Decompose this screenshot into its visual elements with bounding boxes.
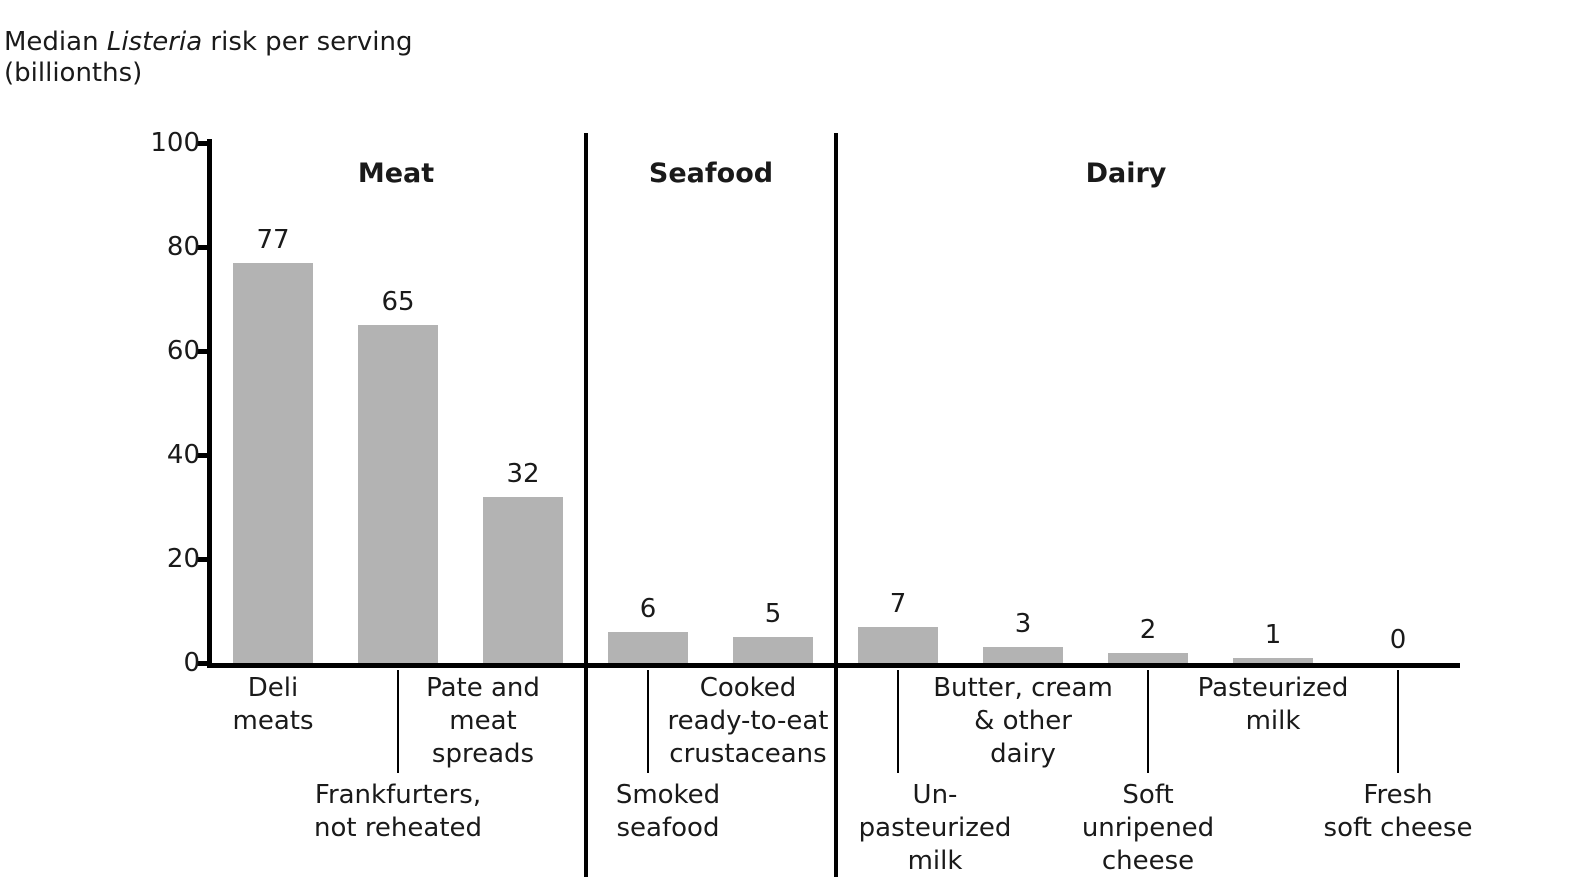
category-label-deli-meats: Deli meats: [233, 672, 314, 738]
bar-pasteurized-milk: [1233, 658, 1313, 663]
y-tick-mark: [196, 141, 207, 146]
section-header-meat: Meat: [357, 158, 435, 189]
chart-title-line1: Median Listeria risk per serving: [4, 27, 412, 58]
category-label-line: Fresh: [1363, 780, 1433, 810]
y-axis: [207, 139, 212, 668]
category-label-pate-and-meat-spreads: Pate and meat spreads: [426, 672, 540, 771]
bar-soft-unripened-cheese: [1108, 653, 1188, 663]
y-tick-mark: [196, 349, 207, 354]
category-label-line: spreads: [431, 739, 535, 769]
category-label-line: Un-: [912, 780, 958, 810]
category-label-fresh-soft-cheese: Fresh soft cheese: [1324, 779, 1473, 845]
y-tick-label: 40: [166, 440, 200, 470]
category-label-line: seafood: [616, 813, 720, 843]
bar-value-label-cooked-ready-to-eat-crustaceans: 5: [764, 599, 782, 629]
category-label-line: unripened: [1081, 813, 1215, 843]
bar-value-label-fresh-soft-cheese: 0: [1389, 625, 1407, 655]
y-tick-label: 20: [166, 544, 200, 574]
bar-smoked-seafood: [608, 632, 688, 663]
bar-value-label-frankfurters-not-reheated: 65: [381, 287, 415, 317]
category-label-cooked-ready-to-eat-crustaceans: Cooked ready-to-eat crustaceans: [668, 672, 829, 771]
category-label-line: crustaceans: [669, 739, 827, 769]
y-tick-label: 0: [183, 648, 200, 678]
y-tick-mark: [196, 453, 207, 458]
bar-butter-cream-other-dairy: [983, 647, 1063, 663]
bar-value-label-pasteurized-milk: 1: [1264, 620, 1282, 650]
category-label-smoked-seafood: Smoked seafood: [616, 779, 720, 845]
category-label-line: pasteurized: [858, 813, 1012, 843]
category-label-line: cheese: [1101, 846, 1195, 876]
bar-value-label-pate-and-meat-spreads: 32: [506, 459, 540, 489]
chart-title-suffix: risk per serving: [202, 27, 413, 57]
y-tick-mark: [196, 557, 207, 562]
chart-title-line2: (billionths): [4, 58, 143, 88]
category-leader-line-frankfurters-not-reheated: [397, 670, 399, 773]
section-divider: [584, 133, 588, 877]
bar-value-label-deli-meats: 77: [256, 225, 290, 255]
bar-value-label-soft-unripened-cheese: 2: [1139, 615, 1157, 645]
category-label-line: milk: [1245, 706, 1301, 736]
category-leader-line-smoked-seafood: [647, 670, 649, 773]
section-header-seafood: Seafood: [648, 158, 774, 189]
category-label-line: soft cheese: [1323, 813, 1473, 843]
y-tick-label: 60: [166, 336, 200, 366]
category-label-pasteurized-milk: Pasteurized milk: [1198, 672, 1349, 738]
category-label-line: meat: [449, 706, 517, 736]
category-label-line: Soft: [1122, 780, 1174, 810]
y-tick-label: 100: [150, 128, 200, 158]
y-tick-mark: [196, 245, 207, 250]
category-label-line: ready-to-eat: [667, 706, 829, 736]
category-leader-line-un-pasteurized-milk: [897, 670, 899, 773]
category-leader-line-soft-unripened-cheese: [1147, 670, 1149, 773]
category-leader-line-fresh-soft-cheese: [1397, 670, 1399, 773]
category-label-line: milk: [907, 846, 963, 876]
category-label-line: meats: [232, 706, 314, 736]
category-label-line: Smoked: [615, 780, 721, 810]
section-divider: [834, 133, 838, 877]
category-label-line: not reheated: [313, 813, 483, 843]
chart-title: Median Listeria risk per serving (billio…: [4, 27, 412, 89]
category-label-line: & other: [974, 706, 1072, 736]
x-axis: [207, 663, 1460, 668]
bar-pate-and-meat-spreads: [483, 497, 563, 663]
category-label-line: Pasteurized: [1197, 673, 1349, 703]
chart-title-prefix: Median: [4, 27, 107, 57]
category-label-line: dairy: [990, 739, 1056, 769]
category-label-line: Pate and: [426, 673, 540, 703]
bar-cooked-ready-to-eat-crustaceans: [733, 637, 813, 663]
bar-deli-meats: [233, 263, 313, 663]
bar-frankfurters-not-reheated: [358, 325, 438, 663]
category-label-line: Frankfurters,: [314, 780, 482, 810]
category-label-butter-cream-other-dairy: Butter, cream & other dairy: [933, 672, 1113, 771]
bar-value-label-smoked-seafood: 6: [639, 594, 657, 624]
y-tick-label: 80: [166, 232, 200, 262]
category-label-line: Deli: [247, 673, 299, 703]
chart-title-italic-word: Listeria: [106, 27, 203, 57]
section-header-dairy: Dairy: [1085, 158, 1167, 189]
category-label-line: Butter, cream: [933, 673, 1113, 703]
bar-value-label-butter-cream-other-dairy: 3: [1014, 609, 1032, 639]
category-label-soft-unripened-cheese: Soft unripened cheese: [1082, 779, 1214, 878]
bar-un-pasteurized-milk: [858, 627, 938, 663]
category-label-frankfurters-not-reheated: Frankfurters, not reheated: [314, 779, 482, 845]
y-tick-mark: [196, 661, 207, 666]
category-label-un-pasteurized-milk: Un-pasteurized milk: [859, 779, 1012, 878]
category-label-line: Cooked: [699, 673, 797, 703]
bar-value-label-un-pasteurized-milk: 7: [889, 589, 907, 619]
